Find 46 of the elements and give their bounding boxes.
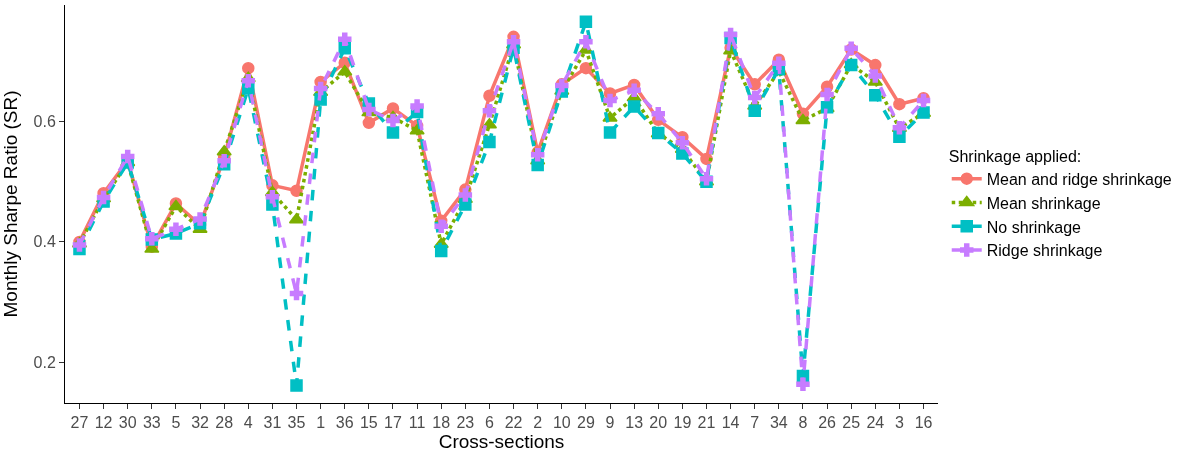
x-tick-label: 14 xyxy=(721,414,740,432)
x-tick-label: 16 xyxy=(914,414,933,432)
legend-label: Mean shrinkage xyxy=(986,194,1101,212)
x-tick-label: 19 xyxy=(673,414,692,432)
x-tick-label: 34 xyxy=(769,414,788,432)
x-tick-label: 27 xyxy=(70,414,89,432)
x-tick-label: 33 xyxy=(142,414,161,432)
x-tick-label: 11 xyxy=(408,414,426,432)
x-tick-label: 15 xyxy=(359,414,378,432)
x-tick-label: 8 xyxy=(798,414,808,432)
x-tick-label: 26 xyxy=(818,414,837,432)
x-tick-label: 21 xyxy=(697,414,716,432)
x-tick-label: 5 xyxy=(171,414,181,432)
x-tick-label: 36 xyxy=(335,414,354,432)
x-tick-label: 9 xyxy=(605,414,615,432)
y-tick-label: 0.2 xyxy=(33,353,56,371)
x-tick-label: 24 xyxy=(866,414,885,432)
x-tick-label: 17 xyxy=(384,414,402,432)
y-tick-label: 0.6 xyxy=(33,113,56,131)
x-tick-label: 32 xyxy=(191,414,210,432)
x-tick-label: 12 xyxy=(94,414,113,432)
x-tick-label: 25 xyxy=(842,414,861,432)
x-tick-label: 18 xyxy=(432,414,451,432)
legend-title: Shrinkage applied: xyxy=(948,147,1082,165)
x-tick-label: 20 xyxy=(649,414,668,432)
x-tick-label: 29 xyxy=(577,414,595,432)
y-axis-title: Monthly Sharpe Ratio (SR) xyxy=(0,90,21,318)
x-tick-label: 23 xyxy=(456,414,475,432)
legend-label: Mean and ridge shrinkage xyxy=(986,170,1172,188)
x-tick-label: 35 xyxy=(287,414,306,432)
x-tick-label: 31 xyxy=(263,414,282,432)
x-tick-label: 7 xyxy=(750,414,760,432)
x-tick-label: 6 xyxy=(484,414,494,432)
x-tick-label: 28 xyxy=(215,414,234,432)
x-axis-title: Cross-sections xyxy=(438,431,565,453)
x-tick-label: 10 xyxy=(552,414,571,432)
x-tick-label: 30 xyxy=(118,414,137,432)
x-tick-label: 2 xyxy=(533,414,543,432)
x-tick-label: 22 xyxy=(504,414,523,432)
x-tick-label: 13 xyxy=(625,414,644,432)
y-tick-label: 0.4 xyxy=(33,233,56,251)
legend-label: Ridge shrinkage xyxy=(986,242,1103,260)
x-tick-label: 1 xyxy=(316,414,326,432)
x-tick-label: 4 xyxy=(243,414,253,432)
x-tick-label: 3 xyxy=(894,414,904,432)
legend-label: No shrinkage xyxy=(986,218,1082,236)
